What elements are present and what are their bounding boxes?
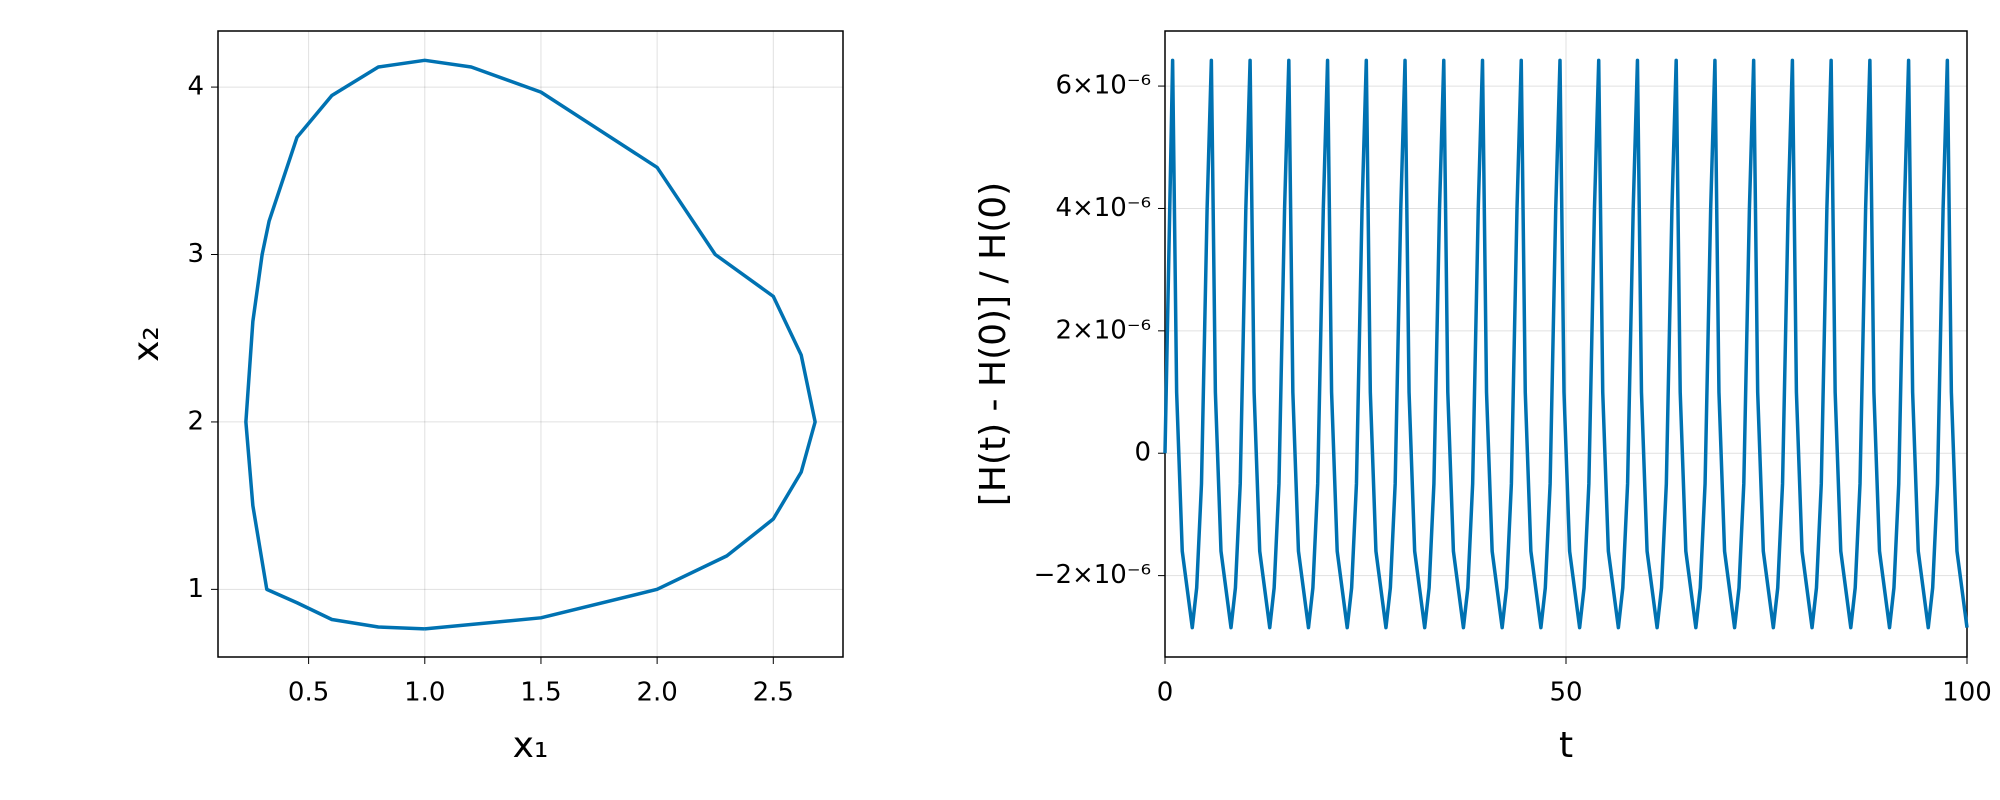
x-axis-title: x₁	[513, 725, 549, 766]
y-tick-label: 1	[187, 574, 204, 604]
plot-frame	[217, 30, 844, 658]
y-tick-label: 6×10⁻⁶	[1055, 71, 1151, 101]
y-axis-title: [H(t) - H(0)] / H(0)	[973, 182, 1014, 506]
y-tick-label: 4	[187, 72, 204, 102]
x-tick-label: 2.5	[753, 678, 794, 708]
y-tick-label: 4×10⁻⁶	[1055, 193, 1151, 223]
data-line	[1163, 58, 1969, 630]
y-tick-label: 2×10⁻⁶	[1055, 315, 1151, 345]
x-axis-title: t	[1559, 725, 1573, 766]
y-tick-label: 0	[1134, 438, 1151, 468]
y-tick-label: −2×10⁻⁶	[1034, 560, 1151, 590]
x-tick-label: 0.5	[288, 678, 329, 708]
x-tick-label: 100	[1942, 678, 1992, 708]
x-tick-label: 1.5	[520, 678, 561, 708]
x-tick-label: 50	[1549, 678, 1582, 708]
x-tick-label: 1.0	[404, 678, 445, 708]
data-line	[244, 58, 817, 631]
x-tick-label: 0	[1157, 678, 1174, 708]
x-tick-label: 2.0	[636, 678, 677, 708]
plot-frame	[1164, 30, 1968, 658]
y-axis-title: x₂	[126, 326, 167, 362]
y-tick-label: 2	[187, 406, 204, 436]
y-tick-label: 3	[187, 239, 204, 269]
